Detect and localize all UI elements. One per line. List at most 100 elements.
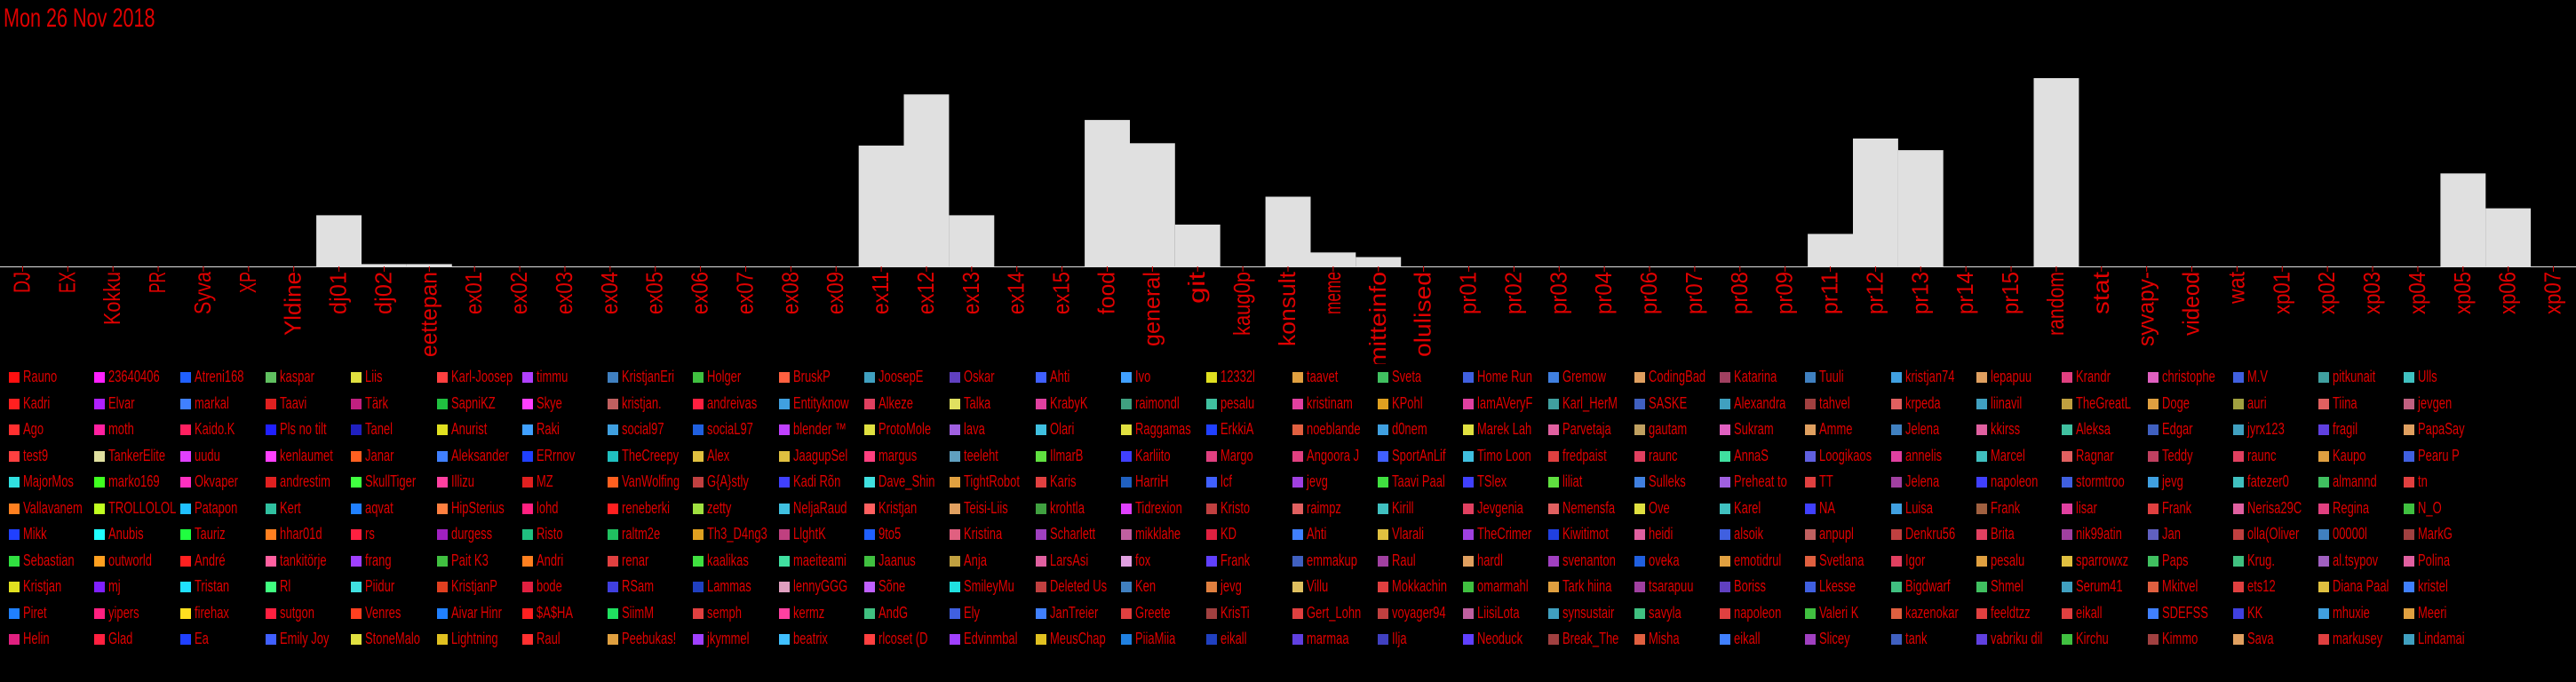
legend-item: markusey: [2318, 626, 2400, 652]
legend-item: tn: [2404, 469, 2485, 495]
legend-item: Raul: [1377, 548, 1459, 574]
legend-swatch: [1206, 398, 1218, 409]
legend-swatch: [2404, 607, 2415, 619]
legend-swatch: [1292, 503, 1303, 514]
x-tick-label: pr08: [1726, 272, 1753, 314]
legend-label: tahvel: [1819, 393, 1850, 412]
legend-label: Oskar: [964, 368, 995, 385]
legend-swatch: [2062, 634, 2073, 645]
bar-git: [1174, 224, 1220, 266]
legend-label: StoneMalo: [365, 630, 421, 647]
legend-item: Lindamai: [2404, 626, 2485, 652]
legend-item: lennyGGG: [778, 574, 861, 599]
legend-label: Jaanus: [879, 551, 916, 569]
legend: Rauno Kadri Ago test9 MajorMos Vallavanem Mikk…: [9, 364, 2576, 682]
legend-label: Paps: [2161, 551, 2189, 569]
legend-item: Meeri: [2404, 600, 2485, 626]
bar-general: [1129, 143, 1175, 266]
legend-label: Pait K3: [450, 551, 489, 569]
legend-label: vabriku dil: [1990, 630, 2043, 647]
x-tick-label: ex01: [460, 272, 487, 314]
legend-label: raltm2e: [622, 525, 661, 543]
legend-item: ProtoMole: [864, 416, 946, 442]
legend-item: Anja: [950, 548, 1031, 574]
legend-item: Tiina: [2318, 391, 2400, 416]
x-tick-label: xp05: [2449, 272, 2476, 314]
legend-swatch: [1548, 503, 1560, 514]
legend-item: Taavi: [265, 391, 347, 416]
legend-label: lcf: [1220, 472, 1233, 490]
legend-item: MarkG: [2404, 521, 2485, 547]
legend-item: Dave_Shin: [864, 469, 946, 495]
legend-label: Pls no tilt: [279, 420, 327, 438]
legend-item: frang: [351, 548, 433, 574]
legend-label: tn: [2418, 472, 2429, 490]
legend-label: jkymmel: [707, 630, 750, 647]
legend-item: Jan: [2147, 521, 2230, 547]
legend-swatch: [864, 607, 875, 619]
legend-label: Ragnar: [2076, 446, 2114, 464]
legend-label: liinavil: [1990, 393, 2023, 412]
legend-item: Frank: [2147, 496, 2230, 521]
legend-swatch: [1206, 477, 1218, 488]
legend-swatch: [2062, 607, 2073, 619]
legend-swatch: [2318, 398, 2330, 409]
legend-item: Gremow: [1548, 364, 1630, 390]
legend-item: hardl: [1463, 548, 1545, 574]
legend-label: Helin: [23, 630, 50, 647]
legend-item: blender ™: [778, 416, 861, 442]
legend-swatch: [265, 372, 276, 383]
legend-swatch: [1292, 582, 1303, 592]
legend-swatch: [608, 477, 619, 488]
legend-item: Helin: [9, 626, 91, 652]
legend-label: Boriss: [1734, 577, 1767, 595]
legend-label: Elvar: [108, 393, 135, 412]
legend-swatch: [1463, 634, 1475, 645]
x-tick-label: videod: [2178, 272, 2205, 336]
bar-dj01: [316, 215, 362, 266]
legend-swatch: [1035, 607, 1046, 619]
legend-swatch: [864, 582, 875, 592]
bar-ex12: [903, 94, 950, 266]
legend-item: Break_The: [1548, 626, 1630, 652]
legend-swatch: [1720, 450, 1730, 462]
legend-item: lava: [950, 416, 1031, 442]
legend-swatch: [2232, 424, 2244, 435]
legend-label: fatezer0: [2246, 472, 2289, 490]
legend-swatch: [1976, 372, 1987, 383]
legend-item: fatezer0: [2232, 469, 2315, 495]
legend-swatch: [521, 529, 533, 540]
legend-item: liinavil: [1976, 391, 2058, 416]
legend-item: al.tsypov: [2318, 548, 2400, 574]
legend-swatch: [1890, 607, 1902, 619]
legend-item: Sukram: [1720, 416, 1801, 442]
legend-label: Janar: [365, 446, 394, 464]
legend-item: uudu: [179, 443, 262, 469]
legend-item: Kiwitimot: [1548, 521, 1630, 547]
legend-item: HarriH: [1120, 469, 1203, 495]
legend-label: rlcoset (D: [879, 630, 928, 647]
legend-label: Raul: [536, 630, 561, 647]
legend-item: rlcoset (D: [864, 626, 946, 652]
legend-label: Misha: [1648, 630, 1680, 647]
legend-swatch: [2062, 582, 2073, 592]
legend-item: maeiteami: [778, 548, 861, 574]
legend-item: Angoora J: [1292, 443, 1374, 469]
legend-label: aqvat: [365, 498, 394, 517]
legend-item: SASKE: [1634, 391, 1716, 416]
legend-swatch: [2232, 555, 2244, 567]
legend-swatch: [436, 477, 448, 488]
legend-label: kaalikas: [707, 551, 750, 569]
legend-item: Polina: [2404, 548, 2485, 574]
legend-item: Sõne: [864, 574, 946, 599]
legend-swatch: [1890, 424, 1902, 435]
legend-swatch: [1976, 503, 1987, 514]
legend-label: jevg: [1220, 577, 1242, 595]
legend-swatch: [94, 477, 106, 488]
legend-item: vabriku dil: [1976, 626, 2058, 652]
bar-meme: [1310, 252, 1356, 266]
legend-item: Mikk: [9, 521, 91, 547]
legend-label: Kristina: [964, 525, 1003, 543]
legend-swatch: [1292, 634, 1303, 645]
legend-swatch: [864, 398, 875, 409]
